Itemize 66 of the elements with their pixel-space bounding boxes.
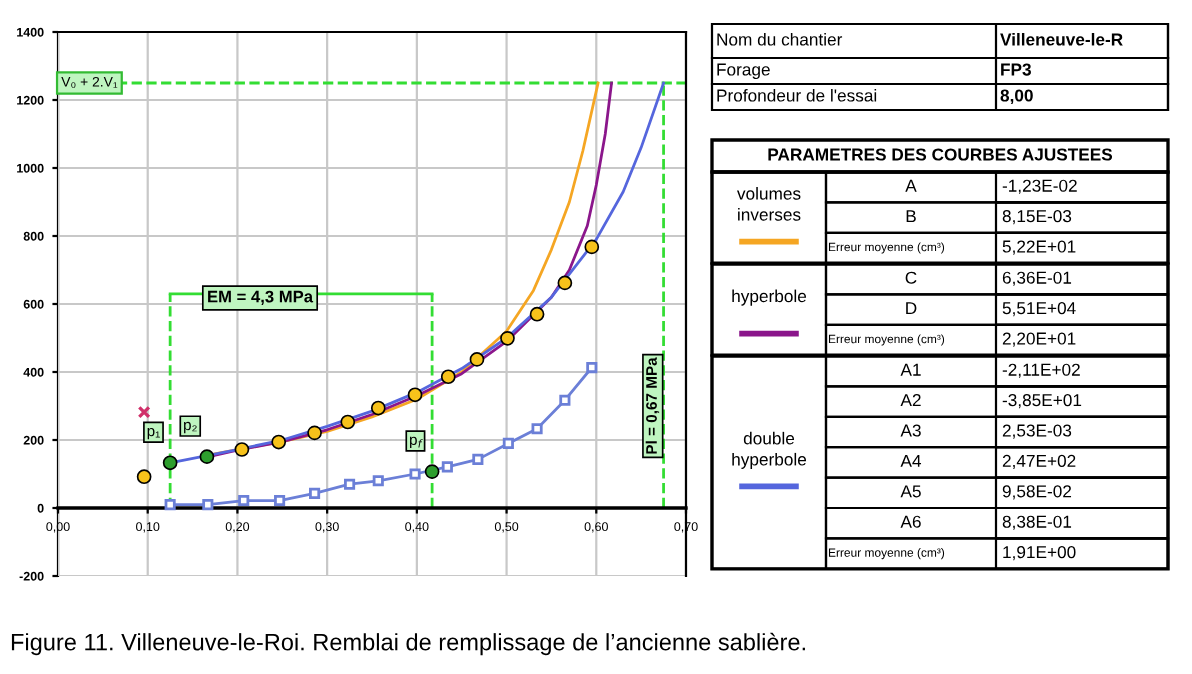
point (164, 499, 176, 511)
caption: Figure 11. Villeneuve-le-Roi. Remblai de remplissage de l’ancienne sablière. (11, 632, 805, 656)
text: FP3 (1001, 63, 1031, 76)
point (472, 453, 484, 465)
annotation: EM = 4,3 MPa (208, 290, 314, 305)
text: PARAMETRES DES COURBES AJUSTEES (768, 148, 1113, 161)
point (370, 400, 386, 416)
point (424, 464, 440, 479)
text: D (906, 302, 917, 315)
point (307, 425, 322, 441)
text: Villeneuve-le-R (1000, 32, 1123, 46)
point (586, 362, 598, 374)
point (309, 487, 321, 499)
point (557, 275, 573, 291)
text: 5,22E+01 (1002, 240, 1076, 255)
text: 8,00 (1000, 89, 1033, 105)
text: 1,91E+00 (1003, 546, 1076, 561)
text: -3,85E+01 (1002, 394, 1082, 409)
point (234, 442, 250, 457)
point (340, 414, 356, 430)
text: A5 (900, 485, 921, 498)
text: Forage (717, 63, 770, 80)
point (344, 478, 356, 490)
point (531, 423, 543, 435)
point (274, 494, 286, 507)
point (372, 475, 384, 487)
text: 2,20E+01 (1002, 332, 1076, 347)
text: 9,58E-02 (1002, 485, 1072, 500)
text: 8,15E-03 (1002, 210, 1072, 225)
text: volumes inverses (737, 187, 801, 221)
text: double hyperbole (732, 431, 807, 469)
text: C (905, 271, 917, 284)
point (407, 387, 423, 403)
text: -1,23E-02 (1002, 179, 1077, 194)
point (202, 499, 214, 511)
text: A1 (900, 363, 921, 376)
text: A (905, 179, 917, 192)
point (441, 461, 453, 473)
text: 2,47E+02 (1002, 454, 1076, 470)
point (199, 449, 215, 465)
point (136, 469, 152, 485)
text: B (906, 210, 916, 223)
point (502, 437, 514, 449)
point (500, 330, 515, 346)
text: 5,51E+04 (1002, 302, 1076, 317)
point (529, 306, 545, 322)
point (409, 468, 421, 480)
text: Nom du chantier (717, 32, 843, 46)
point (271, 434, 287, 450)
text: 2,53E-03 (1002, 424, 1072, 439)
text: 6,36E-01 (1002, 271, 1072, 286)
point (440, 369, 456, 385)
text: 8,38E-01 (1002, 515, 1072, 530)
point (584, 239, 600, 255)
text: A6 (900, 515, 921, 528)
text: Profondeur de l'essai (717, 88, 877, 102)
text: A4 (900, 455, 922, 467)
point (469, 352, 485, 367)
text: hyperbole (732, 289, 807, 306)
text: A3 (900, 424, 921, 437)
point (559, 394, 571, 406)
point (238, 494, 250, 507)
text: -2,11E+02 (1002, 363, 1080, 378)
point (162, 455, 178, 471)
text: A2 (900, 394, 921, 407)
point (137, 405, 151, 419)
